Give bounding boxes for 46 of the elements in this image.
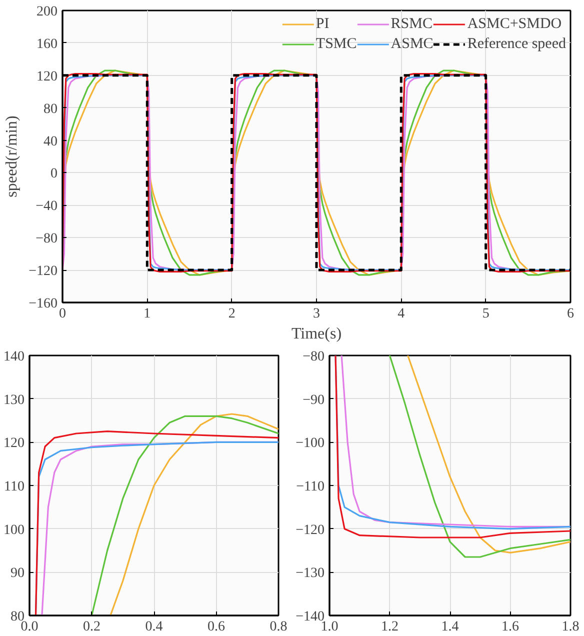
y-tick-label: −100 [296,436,325,452]
y-tick-label: 120 [4,436,24,452]
y-tick-label: 40 [44,134,58,150]
legend-label: ASMC [390,36,434,52]
y-tick-label: −130 [296,566,325,582]
y-tick-label: −80 [302,350,325,364]
y-tick-label: −90 [302,392,325,408]
x-tick-label: 0.8 [270,620,288,634]
y-tick-label: 110 [4,480,25,494]
legend-label: TSMC [316,36,357,52]
x-tick-label: 0.6 [208,620,225,634]
y-tick-label: 0 [50,166,58,182]
y-tick-label: 130 [4,392,24,408]
legend-label: PI [316,16,330,32]
legend-label: ASMC+SMDO [467,16,562,32]
x-tick-label: 1 [144,306,151,322]
y-axis-title: speed(r/min) [4,116,21,198]
y-tick-label: −120 [28,264,58,280]
x-tick-label: 0.2 [83,620,100,634]
legend-label: Reference speed [467,36,566,52]
y-tick-label: −160 [28,296,58,312]
x-tick-label: 3 [313,306,320,322]
legend-label: RSMC [390,16,432,32]
y-tick-label: −120 [296,522,325,538]
y-tick-label: −80 [36,232,58,247]
y-tick-label: 160 [36,36,58,52]
x-tick-label: 1.6 [502,620,519,634]
x-tick-label: 1.4 [441,620,459,634]
y-tick-label: −40 [36,199,58,214]
y-tick-label: 140 [4,350,24,364]
y-tick-label: 80 [44,102,58,117]
x-tick-label: 0.0 [20,620,38,634]
x-tick-label: 5 [482,306,490,322]
x-tick-label: 1.8 [562,620,580,634]
y-tick-label: 100 [4,522,24,538]
x-tick-label: 1.0 [320,620,338,634]
y-tick-label: −110 [296,480,325,494]
y-tick-label: 120 [36,69,58,84]
x-tick-label: 6 [567,306,574,322]
x-tick-label: 0.4 [145,620,163,634]
x-tick-label: 2 [228,306,236,322]
x-tick-label: 1.2 [381,620,398,634]
y-tick-label: 200 [36,4,58,20]
x-axis-title: Time(s) [291,326,342,342]
x-tick-label: 4 [398,306,405,322]
y-tick-label: 90 [10,566,24,582]
